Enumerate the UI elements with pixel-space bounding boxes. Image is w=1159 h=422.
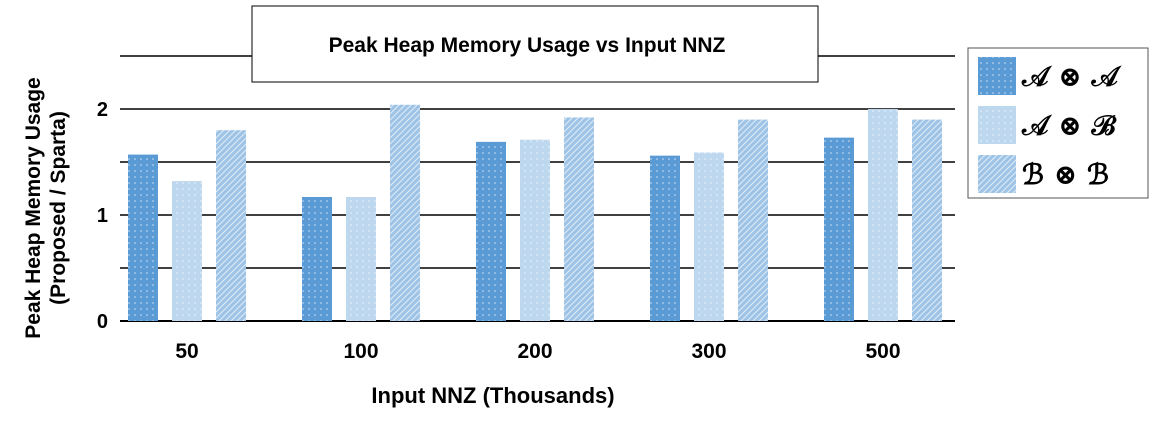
chart-title: Peak Heap Memory Usage vs Input NNZ [329,34,726,57]
title-box [251,5,819,83]
bar [650,155,680,321]
x-tick-label: 300 [691,340,726,363]
bar [128,154,158,321]
legend-label: 𝒜 ⊗ ℬ [1021,109,1117,142]
bar [172,181,202,321]
legend-label: 𝒜 ⊗ 𝒜 [1021,60,1122,93]
plot-area [120,55,955,322]
bar [868,109,898,321]
y-axis-label: Peak Heap Memory Usage [22,77,45,338]
x-tick-label: 50 [175,340,198,363]
x-tick-label: 500 [865,340,900,363]
bar [520,139,550,321]
bar [912,119,942,321]
y-tick-label: 2 [97,99,108,121]
legend-swatch [978,155,1016,193]
bar [476,141,506,321]
bar [390,104,420,321]
legend-swatch [978,106,1016,144]
bar [302,196,332,321]
x-tick-label: 100 [343,340,378,363]
x-axis-label: Input NNZ (Thousands) [371,383,614,408]
bar [346,196,376,321]
legend-label: ℬ ⊗ ℬ [1022,158,1109,191]
bar [216,130,246,321]
y-axis-label: (Proposed / Sparta) [47,111,70,305]
y-tick-label: 1 [97,205,108,227]
y-tick-label: 0 [97,311,108,333]
x-tick-label: 200 [517,340,552,363]
legend-swatch [978,57,1016,95]
bar [738,119,768,321]
bar [824,137,854,321]
bar [694,152,724,321]
bar [564,117,594,321]
